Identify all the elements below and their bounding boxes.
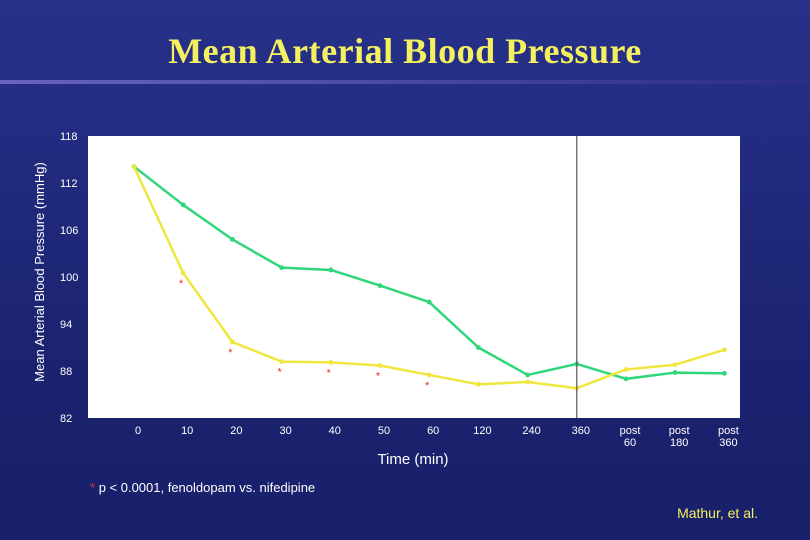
data-point <box>279 265 284 270</box>
data-point <box>426 372 432 378</box>
x-tick-label: 30 <box>279 425 291 437</box>
x-tick-label: 0 <box>135 425 141 437</box>
y-axis-label: Mean Arterial Blood Pressure (mmHg) <box>32 162 47 382</box>
data-point <box>279 359 284 364</box>
significance-marker: * <box>425 380 430 392</box>
significance-marker: * <box>376 371 381 383</box>
data-point <box>476 381 481 387</box>
annotations: end infusion Nifedipine (n=63) Fenoldopam … <box>286 136 673 418</box>
x-tick-label: 50 <box>378 425 390 437</box>
significance-markers: * * * * * * <box>179 278 430 392</box>
y-tick-label: 118 <box>60 131 78 143</box>
y-tick-label: 82 <box>60 413 72 425</box>
y-tick-label: 88 <box>60 366 72 378</box>
fenoldopam-label: Fenoldopam (n=59) <box>292 336 406 351</box>
footnote-marker: * <box>90 480 96 495</box>
title-underline <box>0 80 810 84</box>
data-point <box>525 379 530 385</box>
x-tick-label: 120 <box>473 425 491 437</box>
data-point <box>623 367 629 372</box>
data-point <box>476 345 481 350</box>
data-point <box>230 237 235 242</box>
significance-marker: * <box>179 278 184 290</box>
x-tick-label: post 60 <box>620 425 641 449</box>
data-point <box>328 359 334 365</box>
data-point <box>722 347 727 353</box>
citation: Mathur, et al. <box>677 505 758 521</box>
slide-title: Mean Arterial Blood Pressure <box>168 31 642 71</box>
footnote: * p < 0.0001, fenoldopam vs. nifedipine <box>90 480 315 495</box>
x-tick-label: post 360 <box>718 425 739 449</box>
data-point <box>672 362 678 368</box>
y-tick-label: 112 <box>60 178 78 190</box>
data-point <box>525 372 530 378</box>
x-axis-label: Time (min) <box>377 451 448 468</box>
data-point <box>131 164 137 169</box>
x-tick-label: 20 <box>230 425 242 437</box>
significance-marker: * <box>327 367 332 379</box>
y-axis-ticks: 82 88 94 100 106 112 118 <box>60 131 78 425</box>
x-tick-label: 360 <box>572 425 590 437</box>
data-point <box>180 202 186 208</box>
data-point <box>328 267 334 273</box>
x-axis-ticks: 0 10 20 30 40 50 60 120 240 360 post 60 post 180 post 3… <box>135 425 739 449</box>
significance-marker: * <box>277 367 282 379</box>
end-infusion-label: end infusion <box>603 201 673 216</box>
data-point <box>230 339 235 345</box>
x-tick-label: 40 <box>329 425 341 437</box>
y-tick-label: 106 <box>60 225 78 237</box>
data-point <box>377 363 383 368</box>
data-point <box>623 376 629 382</box>
data-point <box>180 270 186 276</box>
data-point <box>722 370 727 376</box>
y-tick-label: 100 <box>60 272 78 284</box>
x-tick-label: 240 <box>522 425 540 437</box>
series-lines <box>131 164 727 391</box>
significance-marker: * <box>228 347 233 359</box>
footnote-text: p < 0.0001, fenoldopam vs. nifedipine <box>98 480 316 495</box>
x-tick-label: post 180 <box>669 425 690 449</box>
x-tick-label: 10 <box>181 425 193 437</box>
nifedipine-label: Nifedipine (n=63) <box>286 243 385 258</box>
x-tick-label: 60 <box>427 425 439 437</box>
data-point <box>377 283 383 289</box>
data-point <box>672 370 678 375</box>
data-point <box>426 299 432 305</box>
y-tick-label: 94 <box>60 319 72 331</box>
